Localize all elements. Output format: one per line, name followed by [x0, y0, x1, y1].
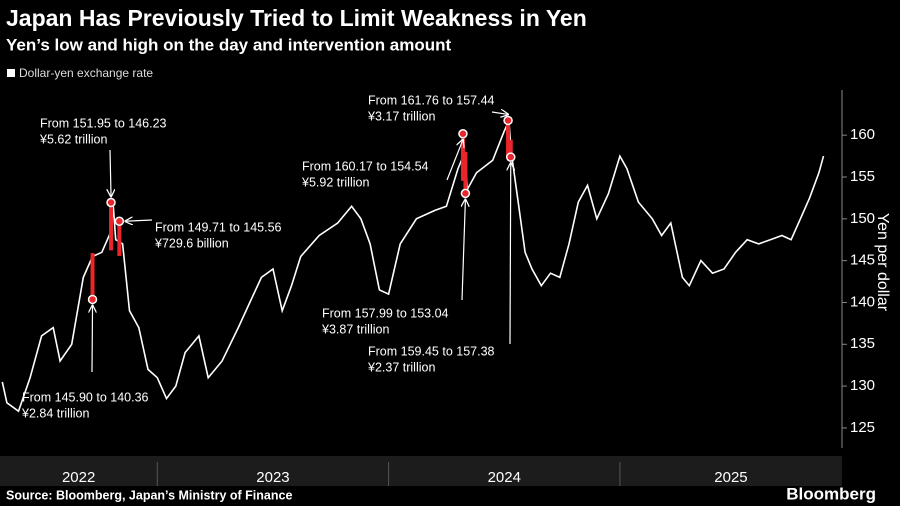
intervention-bar: [109, 202, 114, 251]
annotation-arrow: [462, 199, 465, 301]
y-tick-label: 145: [850, 252, 875, 269]
annotation-amount: ¥729.6 billion: [154, 236, 229, 250]
annotation-arrow: [110, 149, 111, 197]
intervention-bar: [90, 253, 95, 300]
y-tick-label: 150: [850, 210, 875, 227]
legend-swatch: [7, 69, 15, 77]
intervention-bar: [117, 221, 122, 256]
intervention-bar: [508, 139, 513, 158]
y-tick-label: 140: [850, 293, 875, 310]
annotation-amount: ¥5.92 trillion: [301, 175, 369, 189]
intervention-point: [458, 128, 468, 139]
x-tick-label: 2025: [714, 469, 747, 486]
annotation-range: From 157.99 to 153.04: [322, 306, 449, 320]
intervention-bar: [463, 151, 468, 194]
y-tick-label: 125: [850, 419, 875, 436]
chart-title: Japan Has Previously Tried to Limit Weak…: [6, 5, 587, 31]
x-tick-label: 2024: [488, 469, 521, 486]
intervention-bar: [506, 120, 511, 157]
source: Source: Bloomberg, Japan’s Ministry of F…: [6, 488, 292, 502]
y-tick-label: 160: [850, 126, 875, 143]
intervention-point: [503, 115, 513, 126]
intervention-point: [506, 152, 516, 162]
intervention-point: [106, 197, 116, 208]
annotation-amount: ¥3.17 trillion: [367, 109, 435, 123]
y-tick-label: 135: [850, 335, 875, 352]
chart-subtitle: Yen’s low and high on the day and interv…: [6, 35, 452, 54]
annotation-amount: ¥3.87 trillion: [321, 322, 389, 336]
intervention-bar: [460, 133, 465, 181]
legend-label: Dollar-yen exchange rate: [19, 66, 153, 80]
annotation-arrow: [92, 305, 93, 373]
annotation-range: From 160.17 to 154.54: [302, 159, 429, 173]
x-tick-label: 2023: [256, 469, 289, 486]
x-tick-label: 2022: [62, 469, 95, 486]
intervention-point: [114, 216, 125, 226]
annotation-amount: ¥2.37 trillion: [367, 360, 435, 374]
annotation-amount: ¥2.84 trillion: [21, 406, 89, 420]
annotation-range: From 149.71 to 145.56: [155, 220, 282, 234]
y-tick-label: 155: [850, 168, 875, 185]
y-axis-label: Yen per dollar: [874, 213, 891, 312]
annotation-amount: ¥5.62 trillion: [39, 132, 107, 146]
annotation-range: From 151.95 to 146.23: [40, 116, 167, 130]
annotation-arrow: [510, 163, 511, 345]
annotation-arrow: [125, 220, 153, 221]
annotation-range: From 161.76 to 157.44: [368, 93, 495, 107]
x-axis-band: [0, 456, 842, 486]
annotation-range: From 145.90 to 140.36: [22, 390, 149, 404]
intervention-point: [87, 294, 98, 305]
brand: Bloomberg: [786, 484, 876, 503]
intervention-point: [460, 188, 471, 199]
annotation-arrow: [446, 140, 463, 181]
annotation-arrow: [491, 112, 508, 114]
y-tick-label: 130: [850, 377, 875, 394]
annotation-range: From 159.45 to 157.38: [368, 344, 495, 358]
